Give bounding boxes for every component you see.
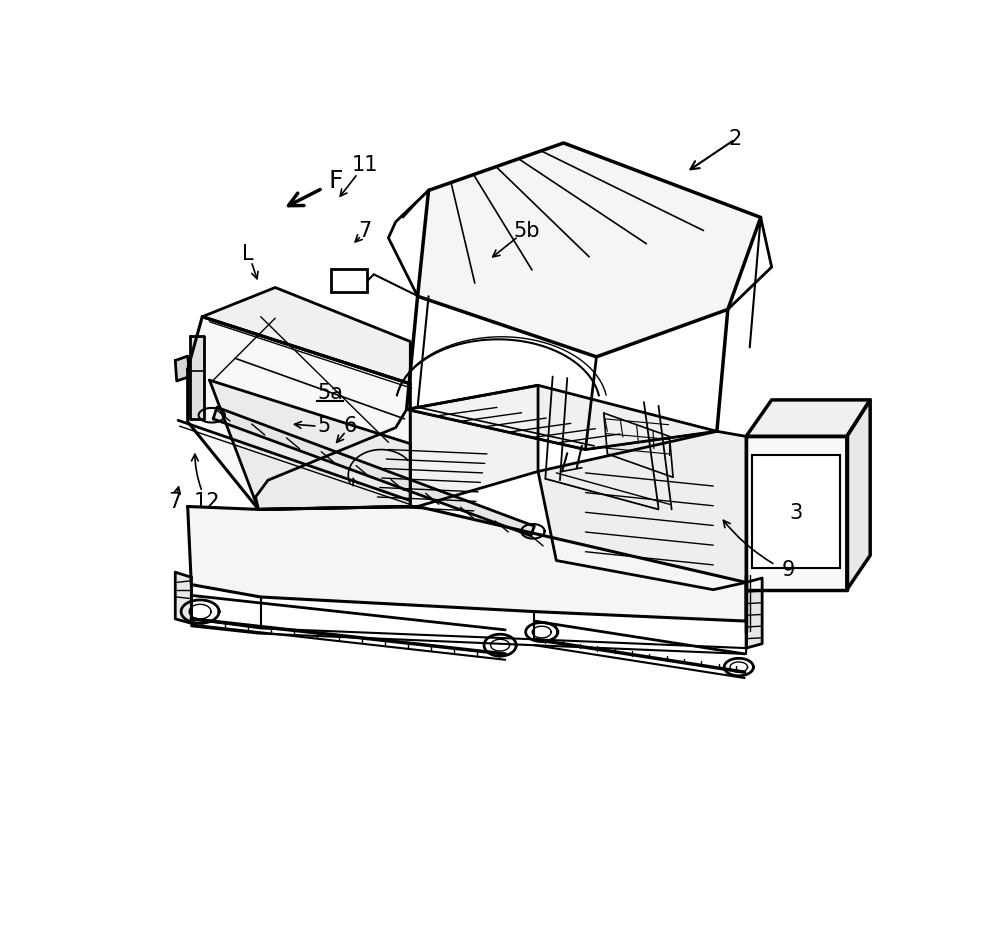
Text: 5: 5 [318,416,331,436]
Polygon shape [188,506,746,621]
Polygon shape [407,385,717,449]
Polygon shape [256,385,538,509]
Text: 5a: 5a [317,383,343,403]
Polygon shape [847,400,870,590]
Bar [752,455,840,568]
Polygon shape [190,337,204,419]
Polygon shape [213,408,534,536]
Polygon shape [175,356,190,381]
Text: 5b: 5b [514,221,540,241]
Polygon shape [210,380,410,509]
Polygon shape [188,317,410,509]
Text: 6: 6 [344,416,357,436]
Polygon shape [418,143,761,356]
Text: 2: 2 [729,129,742,149]
Text: 9: 9 [782,560,795,580]
Text: 11: 11 [352,155,378,174]
Polygon shape [202,287,410,384]
Text: 7: 7 [358,221,372,241]
Polygon shape [746,436,847,590]
Polygon shape [175,573,191,623]
Polygon shape [746,400,870,436]
Text: 7: 7 [169,492,182,512]
Polygon shape [746,578,762,648]
Bar [331,268,367,292]
Text: 12: 12 [194,492,221,512]
Polygon shape [604,413,673,477]
Polygon shape [538,431,746,590]
Text: 3: 3 [789,503,802,523]
Text: L: L [242,244,254,264]
Text: F: F [329,169,343,192]
